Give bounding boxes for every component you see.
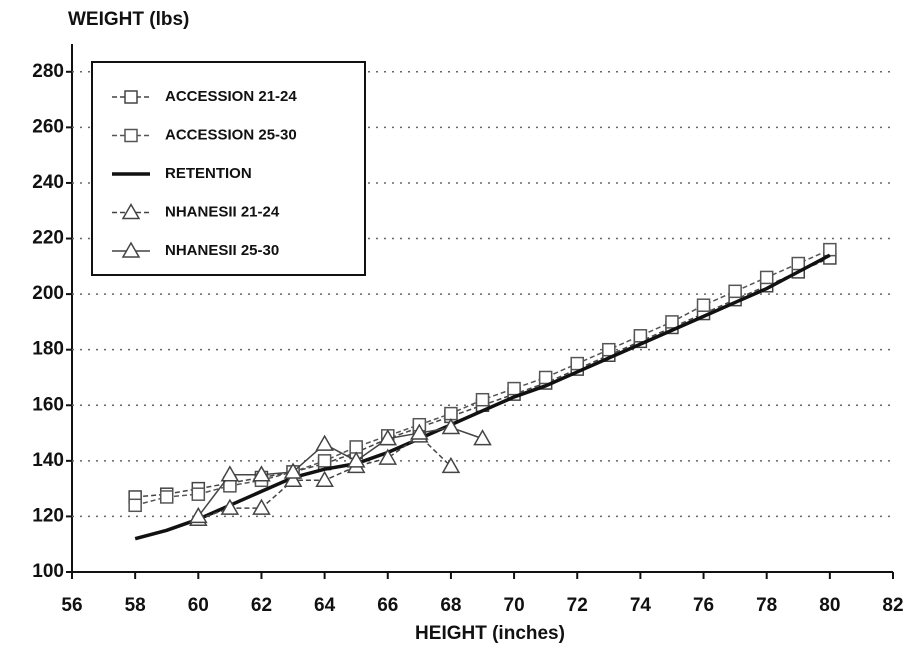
point-marker [823, 242, 837, 257]
series-line [134, 253, 831, 541]
series-line [197, 426, 483, 517]
y-tick-label: 260 [32, 116, 64, 137]
y-tick-label: 160 [32, 394, 64, 415]
x-tick-label: 60 [188, 595, 209, 616]
x-tick-label: 70 [504, 595, 525, 616]
point-marker [444, 406, 458, 421]
x-tick-label: 72 [567, 595, 588, 616]
point-marker [696, 298, 711, 312]
series-line [135, 257, 831, 498]
legend-label: ACCESSION 21-24 [165, 88, 297, 105]
point-marker [475, 392, 490, 407]
point-marker [633, 329, 648, 343]
point-marker [191, 487, 206, 501]
point-marker [507, 381, 521, 396]
point-marker [315, 434, 334, 451]
point-marker [410, 423, 429, 440]
legend-label: ACCESSION 25-30 [165, 126, 297, 143]
y-tick-label: 120 [32, 505, 64, 526]
point-marker [223, 479, 237, 493]
point-marker [759, 270, 774, 285]
point-marker [378, 448, 398, 465]
x-tick-label: 62 [251, 595, 272, 616]
x-tick-label: 56 [61, 595, 82, 616]
point-marker [220, 465, 240, 482]
point-marker [602, 342, 616, 357]
point-marker [283, 462, 303, 479]
series-line [134, 248, 831, 507]
point-marker [128, 498, 142, 513]
point-marker [346, 451, 366, 468]
point-marker [728, 284, 742, 299]
x-tick-label: 76 [693, 595, 714, 616]
x-axis-label: HEIGHT (inches) [415, 623, 565, 644]
point-marker [349, 440, 363, 454]
y-tick-label: 140 [32, 450, 64, 471]
point-marker [283, 470, 303, 488]
x-tick-label: 80 [819, 595, 840, 616]
point-marker [441, 456, 461, 474]
x-tick-label: 58 [125, 595, 146, 616]
x-tick-label: 68 [440, 595, 461, 616]
point-marker [159, 490, 174, 504]
y-tick-label: 180 [32, 339, 64, 360]
point-marker [315, 470, 334, 488]
point-marker [189, 506, 208, 524]
y-tick-label: 240 [32, 172, 64, 193]
x-tick-label: 82 [882, 595, 903, 616]
legend-marker [124, 90, 138, 104]
point-marker [570, 356, 584, 371]
point-marker [538, 370, 553, 385]
legend-label: NHANESII 21-24 [165, 203, 280, 220]
point-marker [378, 429, 398, 446]
legend-marker [121, 202, 141, 220]
x-tick-label: 74 [630, 595, 652, 616]
legend-marker [124, 128, 138, 143]
y-tick-label: 220 [32, 228, 64, 249]
x-tick-label: 66 [377, 595, 398, 616]
y-tick-label: 100 [32, 561, 64, 582]
point-marker [252, 465, 271, 482]
point-marker [441, 417, 461, 435]
y-tick-label: 280 [32, 61, 64, 82]
legend-marker [121, 241, 141, 258]
point-marker [252, 498, 271, 515]
point-marker [665, 315, 679, 329]
legend-label: RETENTION [165, 165, 252, 182]
point-marker [317, 454, 332, 468]
point-marker [473, 429, 492, 446]
x-tick-label: 64 [314, 595, 336, 616]
legend-label: NHANESII 25-30 [165, 242, 279, 259]
point-marker [220, 498, 240, 515]
x-tick-label: 78 [756, 595, 777, 616]
y-axis-label: WEIGHT (lbs) [68, 9, 189, 30]
y-tick-label: 200 [32, 283, 64, 304]
point-marker [791, 256, 806, 271]
